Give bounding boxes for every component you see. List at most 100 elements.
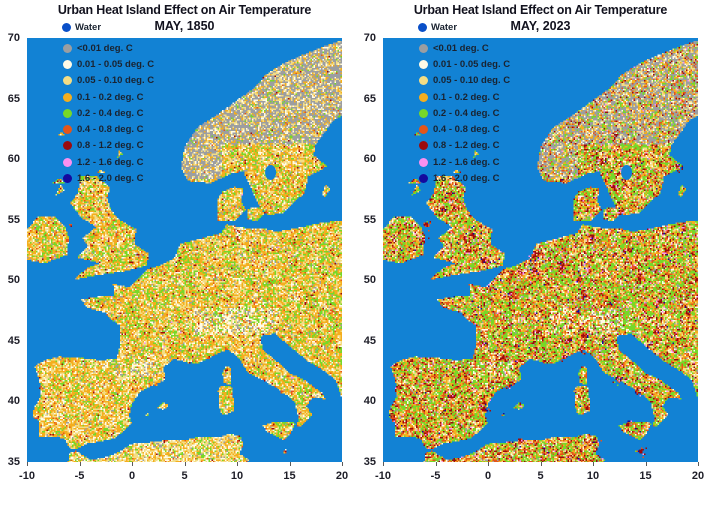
legend-swatch-icon [63, 125, 72, 135]
water-legend-dot-icon [418, 23, 427, 32]
panel-1850-subtitle: MAY, 1850 [154, 19, 215, 33]
x-tick-mark [435, 462, 437, 466]
legend-item: <0.01 deg. C [419, 40, 510, 56]
legend-item: <0.01 deg. C [63, 40, 154, 56]
legend-item-label: 0.8 - 1.2 deg. C [433, 140, 500, 152]
y-axis-2023: 70 65 60 55 50 45 40 35 [356, 32, 376, 468]
y-tick-label: 35 [7, 456, 20, 468]
legend-swatch-icon [419, 125, 428, 135]
map-canvas-1850 [27, 38, 342, 462]
y-tick-label: 65 [363, 92, 376, 105]
x-tick-mark [184, 462, 186, 466]
legend-swatch-icon [419, 141, 428, 151]
panel-1850-title: Urban Heat Island Effect on Air Temperat… [57, 3, 312, 17]
x-tick-mark [593, 462, 594, 466]
x-tick-label: 5 [537, 470, 544, 482]
map-legend-2023: <0.01 deg. C 0.01 - 0.05 deg. C 0.05 - 0.1… [419, 40, 510, 187]
legend-item-label: 0.4 - 0.8 deg. C [77, 124, 144, 136]
y-tick-label: 35 [363, 456, 376, 468]
legend-item-label: 0.4 - 0.8 deg. C [433, 124, 500, 136]
legend-item-label: 0.8 - 1.2 deg. C [77, 140, 144, 152]
legend-swatch-icon [419, 157, 428, 167]
x-tick-mark [237, 462, 238, 466]
legend-swatch-icon [63, 157, 72, 167]
x-tick-mark [27, 462, 28, 466]
legend-swatch-icon [419, 174, 428, 184]
legend-item-label: 0.1 - 0.2 deg. C [433, 91, 500, 103]
legend-item-label: 0.05 - 0.10 deg. C [433, 75, 511, 87]
x-tick-mark [698, 462, 699, 466]
legend-swatch-icon [419, 92, 428, 102]
legend-item: 0.8 - 1.2 deg. C [419, 138, 510, 154]
x-tick-mark [289, 462, 291, 466]
x-tick-label: 15 [639, 470, 652, 482]
legend-item: 1.6 - 2.0 deg. C [63, 170, 154, 186]
legend-item-label: 1.2 - 1.6 deg. C [77, 156, 144, 168]
x-tick-label: 10 [586, 470, 600, 482]
x-tick-label: -10 [375, 470, 391, 482]
legend-item: 0.1 - 0.2 deg. C [63, 89, 154, 105]
legend-item-label: 0.05 - 0.10 deg. C [77, 75, 155, 87]
y-tick-label: 60 [7, 153, 20, 166]
legend-item-label: 0.2 - 0.4 deg. C [77, 107, 144, 119]
x-tick-label: -5 [430, 470, 441, 482]
legend-swatch-icon [63, 76, 72, 86]
legend-item: 0.01 - 0.05 deg. C [63, 56, 154, 72]
legend-swatch-icon [419, 108, 428, 118]
y-tick-label: 45 [7, 334, 20, 347]
x-tick-mark [488, 462, 489, 466]
legend-swatch-icon [419, 43, 428, 53]
legend-item-label: 1.2 - 1.6 deg. C [433, 156, 500, 168]
y-tick-label: 45 [363, 334, 376, 347]
x-tick-mark [79, 462, 81, 466]
panel-2023: Urban Heat Island Effect on Air Temperat… [356, 0, 720, 507]
water-legend-row: Water [418, 22, 457, 33]
legend-item: 0.2 - 0.4 deg. C [63, 105, 154, 121]
legend-item-label: 0.01 - 0.05 deg. C [77, 58, 155, 70]
y-tick-label: 40 [363, 395, 376, 408]
x-tick-label: 0 [128, 470, 136, 482]
legend-item-label: 0.2 - 0.4 deg. C [433, 107, 500, 119]
x-tick-label: 10 [230, 470, 244, 482]
water-legend-dot-icon [62, 23, 71, 32]
x-tick-label: 0 [484, 470, 492, 482]
y-tick-label: 55 [363, 213, 376, 226]
legend-item: 0.05 - 0.10 deg. C [63, 73, 154, 89]
map-plot-1850: <0.01 deg. C 0.01 - 0.05 deg. C 0.05 - 0.1… [27, 38, 342, 462]
x-tick-label: 20 [335, 470, 349, 482]
x-tick-label: 5 [181, 470, 188, 482]
x-axis-1850: -10 -5 0 5 10 15 20 [19, 462, 348, 492]
legend-item: 0.05 - 0.10 deg. C [419, 73, 510, 89]
legend-swatch-icon [419, 76, 428, 86]
legend-item: 0.1 - 0.2 deg. C [419, 89, 510, 105]
legend-swatch-icon [419, 59, 428, 69]
y-tick-label: 50 [363, 274, 376, 287]
legend-item: 0.8 - 1.2 deg. C [63, 138, 154, 154]
legend-item-label: <0.01 deg. C [433, 42, 489, 54]
y-tick-label: 65 [7, 92, 20, 105]
legend-item: 0.01 - 0.05 deg. C [419, 56, 510, 72]
x-tick-mark [540, 462, 542, 466]
panel-1850: Urban Heat Island Effect on Air Temperat… [7, 3, 348, 492]
panel-2023-title: Urban Heat Island Effect on Air Temperat… [413, 3, 668, 17]
legend-item-label: <0.01 deg. C [77, 42, 133, 54]
legend-swatch-icon [63, 108, 72, 118]
water-legend-label: Water [431, 22, 458, 33]
x-tick-label: 20 [691, 470, 705, 482]
legend-swatch-icon [63, 174, 72, 184]
water-legend-label: Water [75, 22, 102, 33]
legend-item: 0.4 - 0.8 deg. C [63, 121, 154, 137]
legend-swatch-icon [63, 59, 72, 69]
legend-item: 0.2 - 0.4 deg. C [419, 105, 510, 121]
panel-2023-subtitle: MAY, 2023 [510, 19, 571, 33]
legend-item-label: 1.6 - 2.0 deg. C [77, 173, 144, 185]
x-axis-2023: -10 -5 0 5 10 15 20 [375, 462, 704, 492]
legend-item-label: 0.1 - 0.2 deg. C [77, 91, 144, 103]
y-tick-label: 70 [363, 32, 376, 44]
legend-swatch-icon [63, 141, 72, 151]
map-legend-1850: <0.01 deg. C 0.01 - 0.05 deg. C 0.05 - 0.1… [63, 40, 154, 187]
x-tick-label: 15 [283, 470, 296, 482]
legend-item: 0.4 - 0.8 deg. C [419, 121, 510, 137]
legend-swatch-icon [63, 43, 72, 53]
